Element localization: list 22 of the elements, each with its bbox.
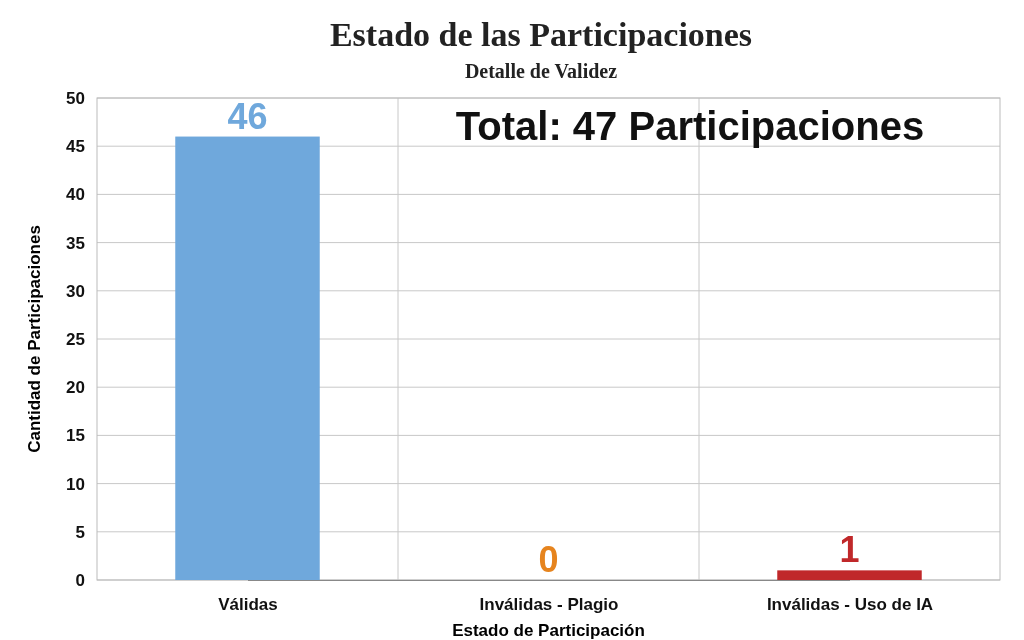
y-tick-label: 50 xyxy=(66,88,85,108)
data-label: 1 xyxy=(839,529,860,571)
y-tick-label: 5 xyxy=(75,522,85,542)
x-tick-label: Inválidas - Uso de IA xyxy=(766,595,934,615)
x-tick-label: Inválidas - Plagio xyxy=(479,595,619,615)
y-tick-label: 30 xyxy=(66,281,85,301)
y-tick-label: 45 xyxy=(66,137,85,157)
y-tick-label: 35 xyxy=(66,233,85,253)
y-tick-label: 25 xyxy=(66,329,85,349)
y-axis-title: Cantidad de Participaciones xyxy=(25,225,44,453)
data-label: 0 xyxy=(538,539,559,580)
chart-title: Estado de las Participaciones xyxy=(329,16,753,53)
data-label: 46 xyxy=(227,95,268,137)
x-axis-title: Estado de Participación xyxy=(452,621,645,640)
y-tick-label: 40 xyxy=(66,185,85,205)
chart-subtitle: Detalle de Validez xyxy=(464,60,618,82)
y-tick-label: 10 xyxy=(66,474,85,494)
y-tick-label: 20 xyxy=(66,378,85,398)
y-tick-label: 15 xyxy=(66,426,85,446)
x-tick-label: Válidas xyxy=(218,595,278,615)
y-tick-label: 0 xyxy=(75,570,85,590)
annotation: Total: 47 Participaciones xyxy=(455,104,925,148)
